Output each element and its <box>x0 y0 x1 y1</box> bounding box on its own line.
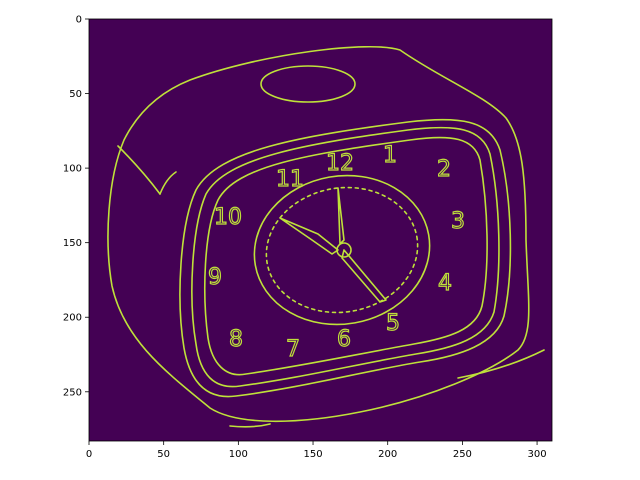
edge-image: 12 1 2 3 4 5 6 7 8 9 10 11 <box>88 18 553 442</box>
bezel-inner <box>204 136 488 376</box>
x-tick-label: 0 <box>86 449 92 460</box>
y-tick-label: 250 <box>63 387 82 398</box>
y-tick-label: 200 <box>63 313 82 324</box>
x-axis: 0 50 100 150 200 250 300 <box>86 441 547 460</box>
y-tick-label: 150 <box>63 238 82 249</box>
hour-hand <box>279 217 339 255</box>
dial-ring-outer <box>253 174 431 326</box>
numeral-12: 12 <box>326 151 354 176</box>
y-tick-label: 100 <box>63 164 82 175</box>
x-tick-label: 150 <box>303 449 322 460</box>
clock-edges <box>107 45 545 428</box>
image-border <box>88 18 553 442</box>
y-tick-label: 50 <box>69 89 82 100</box>
minute-hand <box>337 187 345 245</box>
hand-center <box>336 242 352 258</box>
x-tick-label: 300 <box>528 449 547 460</box>
numeral-2: 2 <box>437 157 451 182</box>
second-hand <box>341 249 387 303</box>
numeral-9: 9 <box>208 265 222 290</box>
clock-foot-edge <box>457 349 545 379</box>
image-background <box>89 19 552 441</box>
clock-foot-edge-2 <box>229 423 271 428</box>
y-axis: 0 50 100 150 200 250 <box>63 15 89 398</box>
dial-numerals: 12 1 2 3 4 5 6 7 8 9 10 11 <box>207 142 465 362</box>
numeral-7: 7 <box>286 337 300 362</box>
bezel-outer <box>179 118 512 398</box>
numeral-6: 6 <box>337 327 351 352</box>
x-tick-label: 200 <box>378 449 397 460</box>
clock-body-outline <box>107 45 530 423</box>
bezel-middle <box>191 126 500 388</box>
x-tick-label: 250 <box>453 449 472 460</box>
dial-ring-inner <box>265 186 419 314</box>
numeral-1: 1 <box>383 143 397 168</box>
clock-side-edge <box>117 145 161 195</box>
numeral-8: 8 <box>229 327 243 352</box>
x-tick-label: 50 <box>157 449 170 460</box>
x-tick-label: 100 <box>229 449 248 460</box>
numeral-11: 11 <box>276 167 304 192</box>
clock-side-edge-2 <box>159 171 177 195</box>
numeral-10: 10 <box>214 205 242 230</box>
numeral-4: 4 <box>438 271 452 296</box>
y-tick-label: 0 <box>76 15 82 26</box>
numeral-5: 5 <box>386 311 400 336</box>
numeral-3: 3 <box>451 209 465 234</box>
clock-top-button <box>260 65 356 103</box>
